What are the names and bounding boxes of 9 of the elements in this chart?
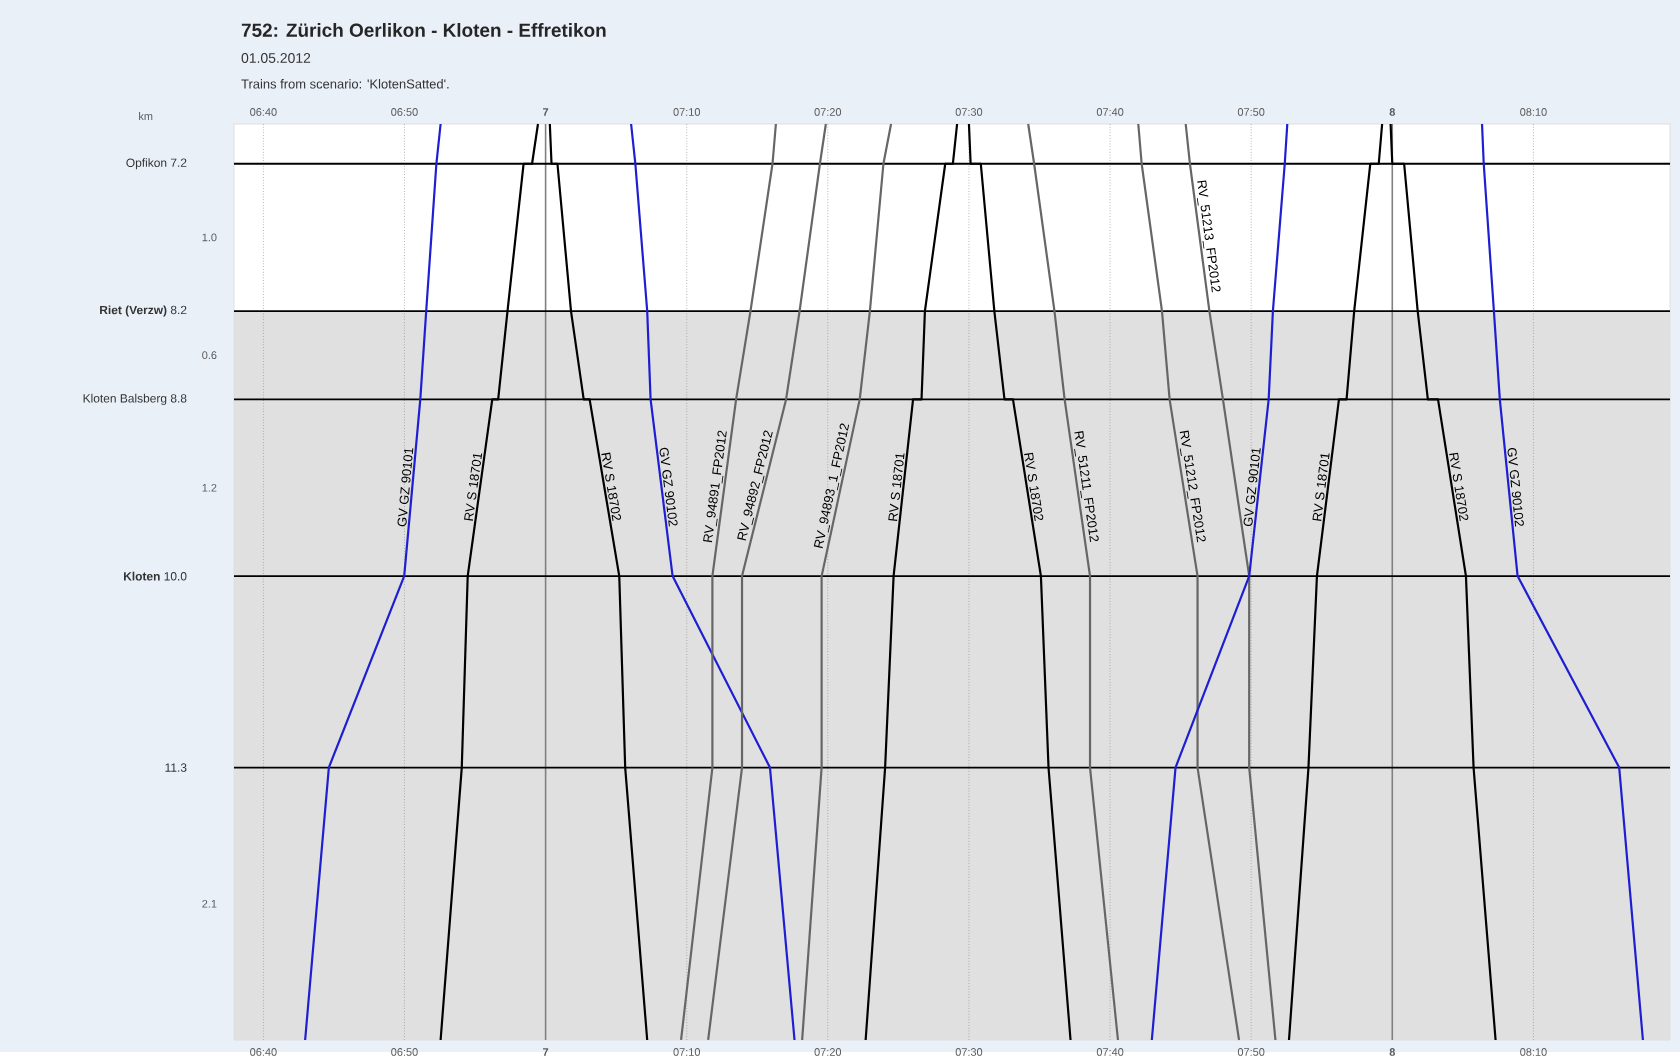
line-series <box>1184 122 1277 1041</box>
line-series <box>1480 122 1645 1041</box>
line-series <box>1137 122 1241 1041</box>
line-series <box>630 122 796 1041</box>
chart-title: 752: Zürich Oerlikon - Kloten - Effretikon <box>241 22 606 37</box>
line-series <box>679 122 777 1041</box>
line-series <box>1150 122 1289 1041</box>
line-series <box>1027 122 1120 1041</box>
line-series <box>304 122 442 1041</box>
